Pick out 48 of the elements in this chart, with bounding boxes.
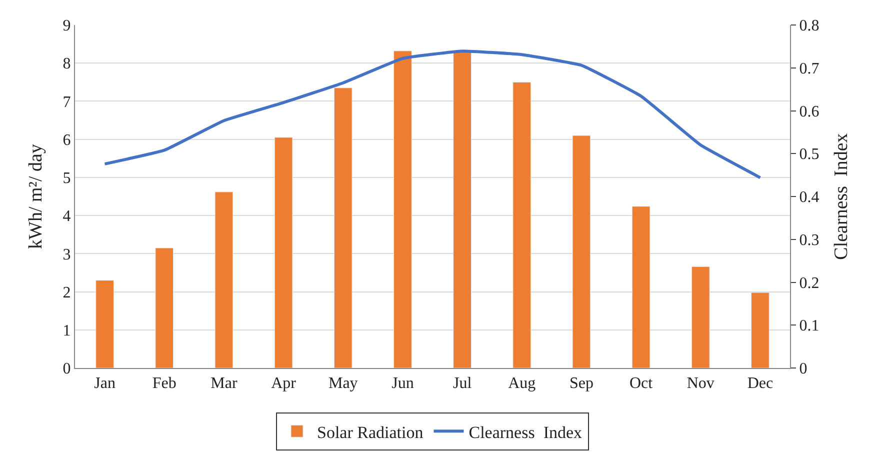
x-tick-label: Sep — [569, 375, 594, 392]
y2-tick-label: 0.4 — [799, 189, 820, 206]
legend-label: Solar Radiation — [317, 422, 424, 442]
y2-axis-title: Clearness Index — [831, 132, 852, 260]
bar — [751, 292, 770, 368]
x-tick-label: Dec — [747, 375, 774, 392]
y-axis-title: kWh/ m²/ day — [26, 144, 47, 249]
bar — [155, 248, 174, 368]
bar — [453, 51, 472, 368]
x-tick-label: Feb — [152, 375, 176, 392]
y-tick-label: 9 — [62, 18, 71, 35]
bar — [334, 88, 352, 368]
y2-tick-label: 0.6 — [799, 103, 820, 120]
y2-tick-label: 0.1 — [799, 318, 820, 335]
x-tick-label: Jan — [94, 375, 116, 392]
y-tick-label: 0 — [62, 360, 71, 378]
y2-tick-label: 0.3 — [799, 232, 820, 249]
x-tick-label: Jun — [392, 375, 414, 392]
x-tick-label: Apr — [271, 375, 297, 392]
bar — [691, 266, 710, 368]
x-tick-label: Mar — [210, 375, 238, 392]
legend-label: Clearness Index — [468, 422, 583, 442]
x-tick-label: Nov — [686, 375, 714, 392]
y-tick-label: 1 — [62, 322, 71, 340]
y-tick-label: 8 — [62, 56, 71, 73]
line-series — [103, 50, 762, 180]
y2-tick-label: 0.2 — [799, 274, 820, 292]
y-tick-label: 3 — [62, 246, 71, 264]
bar — [632, 206, 650, 368]
y-tick-label: 4 — [62, 208, 71, 226]
bar — [274, 137, 293, 368]
y-tick-label: 5 — [62, 170, 71, 188]
bar — [512, 82, 532, 368]
bar — [394, 50, 412, 368]
bar — [214, 192, 234, 368]
y2-tick-label: 0 — [799, 360, 808, 378]
y-tick-label: 7 — [62, 94, 71, 111]
x-tick-label: Jul — [452, 375, 472, 392]
y2-tick-label: 0.8 — [799, 18, 820, 35]
y2-tick-label: 0.7 — [799, 60, 820, 78]
y-tick-label: 2 — [62, 284, 71, 302]
x-tick-label: May — [328, 375, 358, 392]
x-tick-label: Oct — [629, 375, 654, 392]
x-tick-label: Aug — [508, 375, 536, 392]
bar — [96, 280, 114, 368]
y-tick-label: 6 — [62, 132, 71, 149]
bar — [572, 135, 591, 368]
y2-tick-label: 0.5 — [799, 146, 820, 164]
